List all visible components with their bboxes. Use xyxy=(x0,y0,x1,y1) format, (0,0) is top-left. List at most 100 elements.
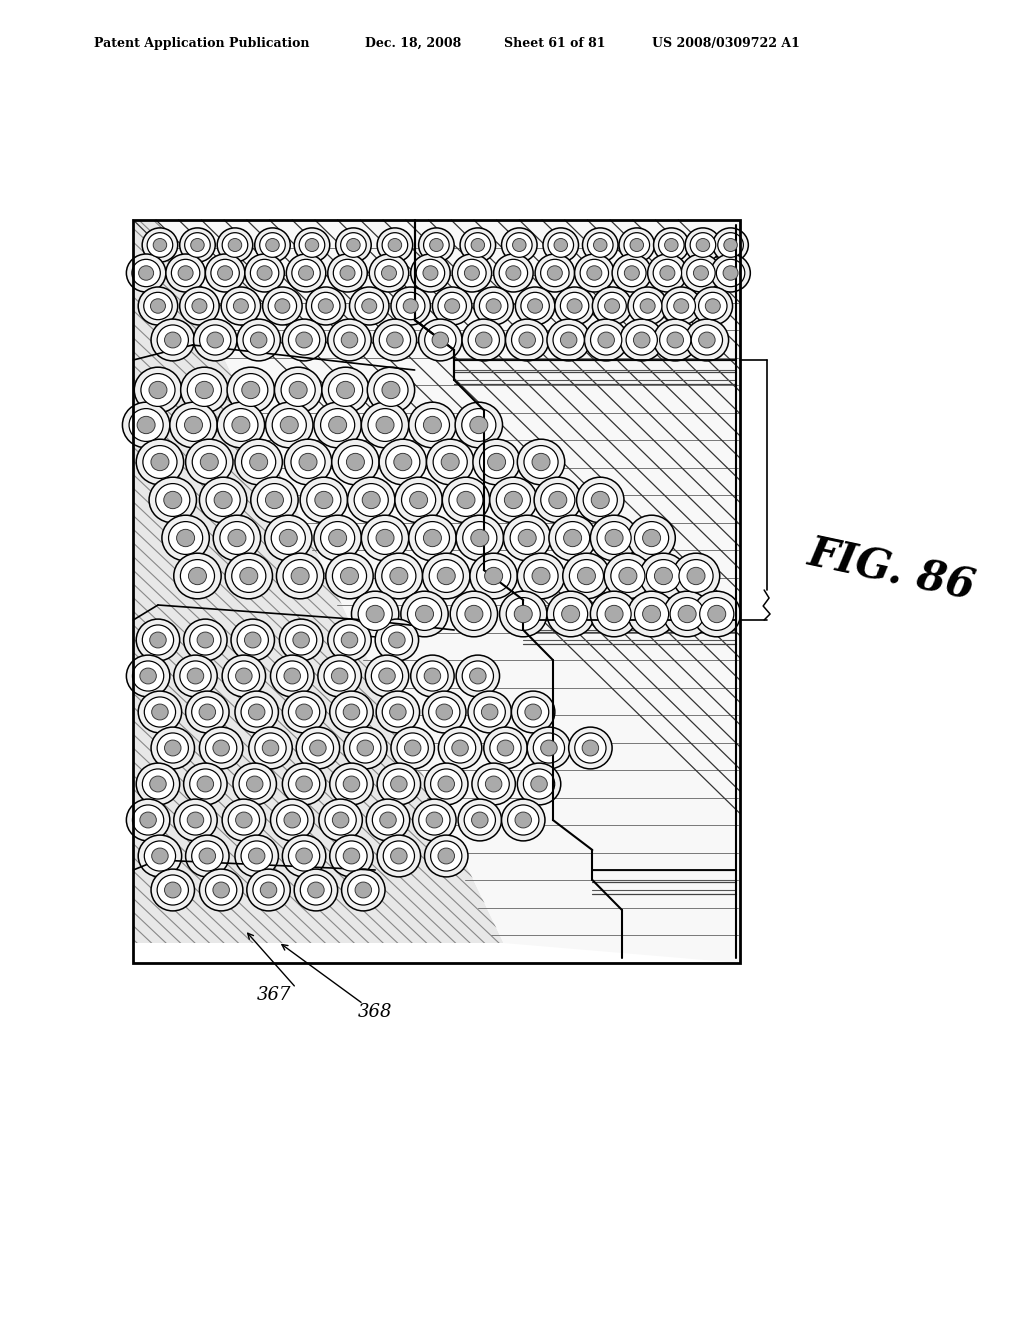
Ellipse shape xyxy=(626,325,657,355)
Ellipse shape xyxy=(718,232,743,257)
Ellipse shape xyxy=(618,568,637,585)
Ellipse shape xyxy=(157,325,188,355)
Ellipse shape xyxy=(361,403,409,447)
Ellipse shape xyxy=(425,763,468,805)
Ellipse shape xyxy=(333,560,367,593)
Ellipse shape xyxy=(138,265,154,280)
Ellipse shape xyxy=(289,381,307,399)
Ellipse shape xyxy=(582,741,599,756)
Ellipse shape xyxy=(191,841,223,871)
Ellipse shape xyxy=(713,228,749,263)
Ellipse shape xyxy=(247,776,263,792)
Ellipse shape xyxy=(321,409,354,441)
Ellipse shape xyxy=(487,453,506,471)
Ellipse shape xyxy=(368,367,415,413)
Ellipse shape xyxy=(476,560,511,593)
Ellipse shape xyxy=(231,416,250,434)
Ellipse shape xyxy=(527,298,543,313)
Ellipse shape xyxy=(411,253,451,292)
Ellipse shape xyxy=(698,333,715,348)
Ellipse shape xyxy=(427,440,474,484)
Ellipse shape xyxy=(165,741,181,756)
Ellipse shape xyxy=(617,259,646,286)
Ellipse shape xyxy=(270,655,314,697)
Ellipse shape xyxy=(527,727,570,768)
Ellipse shape xyxy=(514,606,532,623)
Ellipse shape xyxy=(293,632,309,648)
Ellipse shape xyxy=(194,319,237,360)
Ellipse shape xyxy=(665,239,678,252)
Ellipse shape xyxy=(643,606,660,623)
Ellipse shape xyxy=(426,812,442,828)
Ellipse shape xyxy=(233,763,276,805)
Ellipse shape xyxy=(329,529,347,546)
Ellipse shape xyxy=(481,704,498,719)
Ellipse shape xyxy=(214,491,232,508)
Ellipse shape xyxy=(653,259,682,286)
Ellipse shape xyxy=(243,325,274,355)
Ellipse shape xyxy=(584,483,617,516)
Ellipse shape xyxy=(206,875,237,906)
Ellipse shape xyxy=(416,606,433,623)
Ellipse shape xyxy=(283,319,326,360)
Ellipse shape xyxy=(438,847,455,865)
Ellipse shape xyxy=(536,253,574,292)
Ellipse shape xyxy=(361,515,409,561)
Ellipse shape xyxy=(460,228,496,263)
Ellipse shape xyxy=(222,232,248,257)
Ellipse shape xyxy=(390,847,408,865)
Ellipse shape xyxy=(251,259,279,286)
Ellipse shape xyxy=(471,239,484,252)
Ellipse shape xyxy=(200,869,243,911)
Ellipse shape xyxy=(431,770,462,799)
Ellipse shape xyxy=(510,521,545,554)
Ellipse shape xyxy=(381,624,413,655)
Polygon shape xyxy=(158,220,740,964)
Ellipse shape xyxy=(506,265,521,280)
Ellipse shape xyxy=(283,560,317,593)
Ellipse shape xyxy=(321,521,354,554)
Ellipse shape xyxy=(180,805,211,836)
Ellipse shape xyxy=(419,228,454,263)
Ellipse shape xyxy=(152,869,195,911)
Ellipse shape xyxy=(409,515,456,561)
Ellipse shape xyxy=(417,661,449,692)
Ellipse shape xyxy=(289,697,319,727)
Ellipse shape xyxy=(486,298,501,313)
Ellipse shape xyxy=(541,483,574,516)
Ellipse shape xyxy=(138,286,178,325)
Ellipse shape xyxy=(366,655,409,697)
Ellipse shape xyxy=(299,232,325,257)
Ellipse shape xyxy=(383,841,415,871)
Ellipse shape xyxy=(541,741,557,756)
Ellipse shape xyxy=(184,232,210,257)
Ellipse shape xyxy=(201,453,218,471)
Ellipse shape xyxy=(344,727,387,768)
Ellipse shape xyxy=(515,812,531,828)
Ellipse shape xyxy=(282,374,315,407)
Ellipse shape xyxy=(291,568,309,585)
Ellipse shape xyxy=(604,298,620,313)
Ellipse shape xyxy=(169,521,203,554)
Ellipse shape xyxy=(524,446,558,478)
Ellipse shape xyxy=(525,704,542,719)
Ellipse shape xyxy=(314,403,361,447)
Ellipse shape xyxy=(670,598,705,631)
Ellipse shape xyxy=(438,727,481,768)
Ellipse shape xyxy=(325,805,356,836)
Ellipse shape xyxy=(341,632,357,648)
Text: Sheet 61 of 81: Sheet 61 of 81 xyxy=(504,37,605,50)
Ellipse shape xyxy=(241,841,272,871)
Ellipse shape xyxy=(547,319,591,360)
Ellipse shape xyxy=(354,483,388,516)
Ellipse shape xyxy=(311,292,340,319)
Ellipse shape xyxy=(696,239,710,252)
Ellipse shape xyxy=(228,805,259,836)
Ellipse shape xyxy=(224,409,258,441)
Ellipse shape xyxy=(132,661,164,692)
Ellipse shape xyxy=(355,882,372,898)
Ellipse shape xyxy=(217,265,232,280)
Ellipse shape xyxy=(300,875,332,906)
Ellipse shape xyxy=(292,259,321,286)
Ellipse shape xyxy=(485,776,502,792)
